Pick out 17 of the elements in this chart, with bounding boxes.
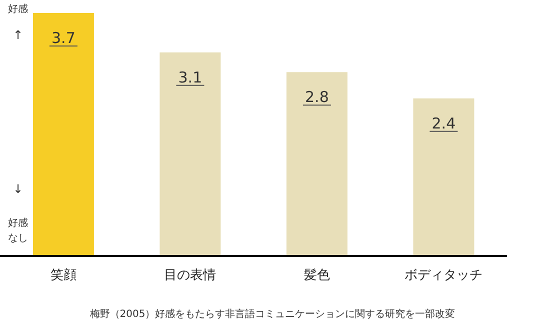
data-label: 3.7	[52, 29, 76, 47]
x-tick-label: 笑顔	[50, 268, 76, 284]
data-label: 3.1	[178, 68, 202, 86]
bar	[413, 98, 474, 256]
x-tick-label: 髪色	[304, 268, 330, 284]
annotation: 好感	[8, 2, 28, 17]
text: 梅野（2005）好感をもたらす非言語コミュニケーションに関する研究を一部改変	[88, 308, 456, 322]
annotation: ↑	[13, 27, 24, 44]
data-label: 2.8	[305, 88, 329, 106]
annotation: ↓	[13, 181, 24, 198]
bar	[160, 52, 221, 256]
annotation: 好感なし	[8, 216, 29, 246]
bar	[32, 13, 94, 256]
data-label: 2.4	[432, 114, 456, 132]
x-tick-label: ボディタッチ	[404, 268, 483, 284]
bar	[286, 72, 348, 256]
x-tick-label: 目の表情	[164, 268, 216, 284]
